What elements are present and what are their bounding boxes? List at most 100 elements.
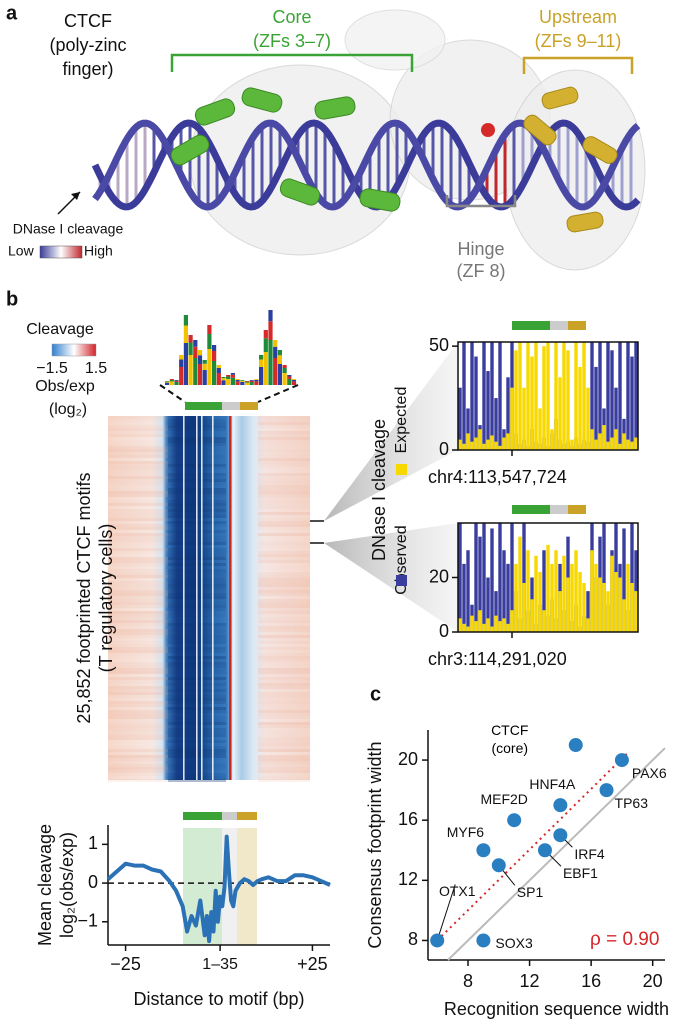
heatmap-row [258, 581, 310, 584]
y-tick-label: −1 [77, 911, 98, 931]
heatmap-row [108, 422, 168, 425]
heatmap-row [108, 758, 168, 761]
bar [498, 445, 502, 450]
heatmap-row [108, 581, 168, 584]
x-tick-label: +25 [297, 954, 328, 974]
logo-letter [244, 381, 250, 382]
logo-letter [259, 367, 264, 385]
x-tick-label: −25 [110, 954, 141, 974]
logo-letter [268, 321, 273, 340]
heatmap-row [258, 425, 310, 428]
core-label: (ZFs 3–7) [253, 31, 331, 51]
logo-letter [193, 340, 198, 347]
point [568, 738, 583, 753]
legend-label: Expected [393, 387, 410, 454]
core-helix [314, 96, 356, 120]
bar [458, 387, 462, 450]
logo-letter [230, 377, 235, 385]
bar [550, 429, 554, 450]
heatmap-row [258, 683, 310, 686]
bar [562, 555, 566, 632]
heatmap-row [258, 710, 310, 713]
heatmap-row [108, 629, 168, 632]
heatmap-row [108, 428, 168, 431]
bar [490, 528, 494, 632]
y-tick-label: 0 [88, 872, 98, 892]
bar [498, 621, 502, 632]
colorbar-tick-label: −1.5 [36, 360, 68, 377]
heatmap-row [108, 767, 168, 770]
heatmap-row [258, 602, 310, 605]
heatmap-row [258, 551, 310, 554]
logo-letter [282, 365, 287, 368]
bar [506, 377, 510, 450]
heatmap-row [258, 695, 310, 698]
heatmap-row [258, 596, 310, 599]
logo-letter [287, 379, 292, 385]
bar [462, 443, 466, 450]
heatmap-row [258, 512, 310, 515]
heatmap-row [108, 524, 168, 527]
heatmap-row [258, 614, 310, 617]
x-tick-label: 16 [581, 971, 601, 991]
point-label: MYF6 [447, 824, 485, 840]
heatmap-row [108, 455, 168, 458]
heatmap-row [258, 635, 310, 638]
heatmap-row [258, 674, 310, 677]
bar [570, 439, 574, 450]
heatmap-row [108, 500, 168, 503]
core-bar [185, 402, 222, 410]
heatmap-row [258, 473, 310, 476]
colorbar [51, 343, 97, 357]
logo-letter [240, 382, 245, 385]
heatmap [108, 416, 310, 782]
heatmap-row [108, 509, 168, 512]
bar [490, 342, 494, 450]
heatmap-row [258, 515, 310, 518]
logo-letter [183, 315, 188, 326]
bar [466, 550, 470, 632]
bar [506, 623, 510, 632]
heatmap-row [258, 428, 310, 431]
heatmap-row [108, 548, 168, 551]
heatmap-row [108, 491, 168, 494]
heatmap-row [108, 443, 168, 446]
y-axis-label: Mean cleavage [35, 824, 55, 946]
heatmap-row [108, 650, 168, 653]
heatmap-row [108, 734, 168, 737]
heatmap-row [108, 689, 168, 692]
heatmap-row [108, 770, 168, 773]
heatmap-row [258, 680, 310, 683]
upstream-bar [568, 321, 586, 330]
heatmap-row [258, 479, 310, 482]
heatmap-row [108, 419, 168, 422]
bar [626, 342, 630, 450]
bar [474, 523, 478, 632]
heatmap-peak [229, 416, 232, 780]
heatmap-row [258, 539, 310, 542]
heatmap-row [258, 524, 310, 527]
bar [534, 342, 538, 450]
heatmap-row [108, 737, 168, 740]
heatmap-row [258, 716, 310, 719]
heatmap-row [108, 728, 168, 731]
heatmap-row [258, 488, 310, 491]
heatmap-row [258, 677, 310, 680]
heatmap-row [258, 605, 310, 608]
heatmap-row [258, 590, 310, 593]
heatmap-row [258, 626, 310, 629]
logo-letter [188, 342, 193, 355]
heatmap-row [258, 704, 310, 707]
logo-letter [212, 361, 217, 385]
heatmap-row [258, 737, 310, 740]
bar [470, 441, 474, 450]
heatmap-row [108, 614, 168, 617]
logo-letter [174, 380, 179, 381]
heatmap-row [258, 713, 310, 716]
logo-letter [221, 378, 226, 381]
heatmap-row [258, 494, 310, 497]
bar [466, 408, 470, 450]
x-axis-label: chr4:113,547,724 [428, 467, 567, 487]
heatmap-row [108, 617, 168, 620]
